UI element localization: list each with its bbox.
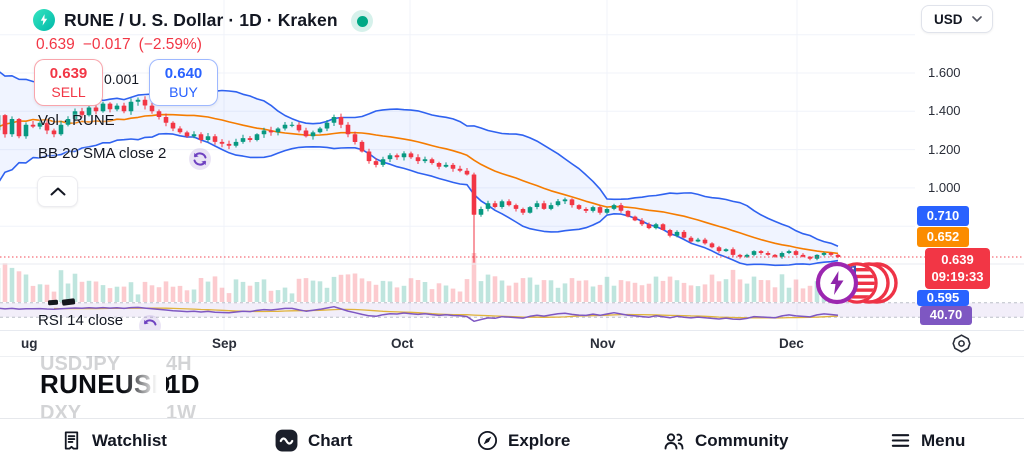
picker-timeframe: 1D [166, 369, 200, 399]
countdown-timer: 09:19:33 [931, 268, 984, 284]
price-change: −0.017 [82, 36, 131, 53]
nav-label: Chart [308, 430, 353, 450]
spread-value: 0.001 [104, 71, 140, 87]
currency-value: USD [934, 11, 963, 27]
watchlist-icon [64, 431, 79, 450]
buy-label: BUY [169, 84, 198, 101]
time-tick: ug [21, 336, 38, 351]
sell-button[interactable]: 0.639 SELL [34, 59, 103, 106]
buy-button[interactable]: 0.640 BUY [149, 59, 218, 106]
symbol-logo-icon [33, 9, 55, 31]
gear-icon [951, 333, 971, 353]
chart-active-icon [275, 429, 298, 452]
picker-symbol: USDJPY [40, 353, 121, 375]
bb-upper-badge: 0.710 [917, 206, 969, 226]
chart-toolbar [0, 356, 1024, 419]
time-tick: Nov [590, 336, 616, 351]
nav-label: Menu [921, 430, 966, 450]
sync-icon [188, 147, 212, 171]
compass-icon [477, 430, 498, 451]
symbol-title[interactable]: RUNE / U. S. Dollar · 1D · Kraken [64, 10, 338, 30]
nav-label: Explore [508, 430, 571, 450]
chevron-up-icon [50, 187, 65, 196]
symbol-pair-logos [815, 256, 899, 310]
price-tick: 1.600 [928, 65, 961, 80]
chart-mark [47, 299, 59, 305]
time-tick: Dec [779, 336, 804, 351]
nav-item-chart[interactable]: Chart [274, 419, 352, 461]
picker-timeframe: 1W [166, 402, 196, 418]
nav-item-watchlist[interactable]: Watchlist [60, 419, 167, 461]
nav-item-menu[interactable]: Menu [889, 419, 965, 461]
currency-dropdown[interactable]: USD [921, 5, 993, 33]
rsi-legend[interactable]: RSI 14 close [38, 312, 124, 329]
picker-timeframe: 4H [166, 353, 192, 375]
last-price-value: 0.639 [941, 251, 974, 267]
nav-item-explore[interactable]: Explore [476, 419, 570, 461]
chart-settings-button[interactable] [948, 332, 974, 354]
last-price: 0.639 [36, 36, 75, 53]
sell-price: 0.639 [49, 64, 88, 82]
bb-basis-badge: 0.652 [917, 227, 969, 247]
time-axis[interactable]: ug Sep Oct Nov Dec [0, 330, 1024, 357]
sell-label: SELL [51, 84, 86, 101]
collapse-panel-button[interactable] [37, 176, 78, 207]
rsi-value-badge: 40.70 [920, 306, 972, 325]
price-tick: 1.200 [928, 142, 961, 157]
hamburger-menu-icon [891, 434, 910, 447]
price-change-row: 0.639 −0.017 (−2.59%) [36, 36, 202, 54]
nav-label: Community [695, 430, 789, 450]
volume-legend[interactable]: Vol · RUNE [38, 112, 115, 129]
nav-item-community[interactable]: Community [662, 419, 789, 461]
time-tick: Oct [391, 336, 414, 351]
buy-price: 0.640 [164, 64, 203, 82]
chevron-down-icon [972, 16, 982, 22]
last-price-badge: 0.639 09:19:33 [925, 248, 990, 289]
market-status-icon[interactable] [351, 10, 373, 32]
bb-lower-badge: 0.595 [917, 290, 969, 306]
bottom-nav: Watchlist Chart Explore Community Menu [0, 418, 1024, 461]
picker-fade-overlay [124, 368, 166, 404]
price-change-percent: (−2.59%) [138, 36, 202, 53]
price-tick: 1.000 [928, 180, 961, 195]
nav-label: Watchlist [92, 430, 167, 450]
bb-legend[interactable]: BB 20 SMA close 2 [38, 145, 167, 162]
price-tick: 1.400 [928, 103, 961, 118]
picker-symbol: DXY [40, 402, 82, 418]
people-icon [664, 432, 684, 449]
time-tick: Sep [212, 336, 237, 351]
